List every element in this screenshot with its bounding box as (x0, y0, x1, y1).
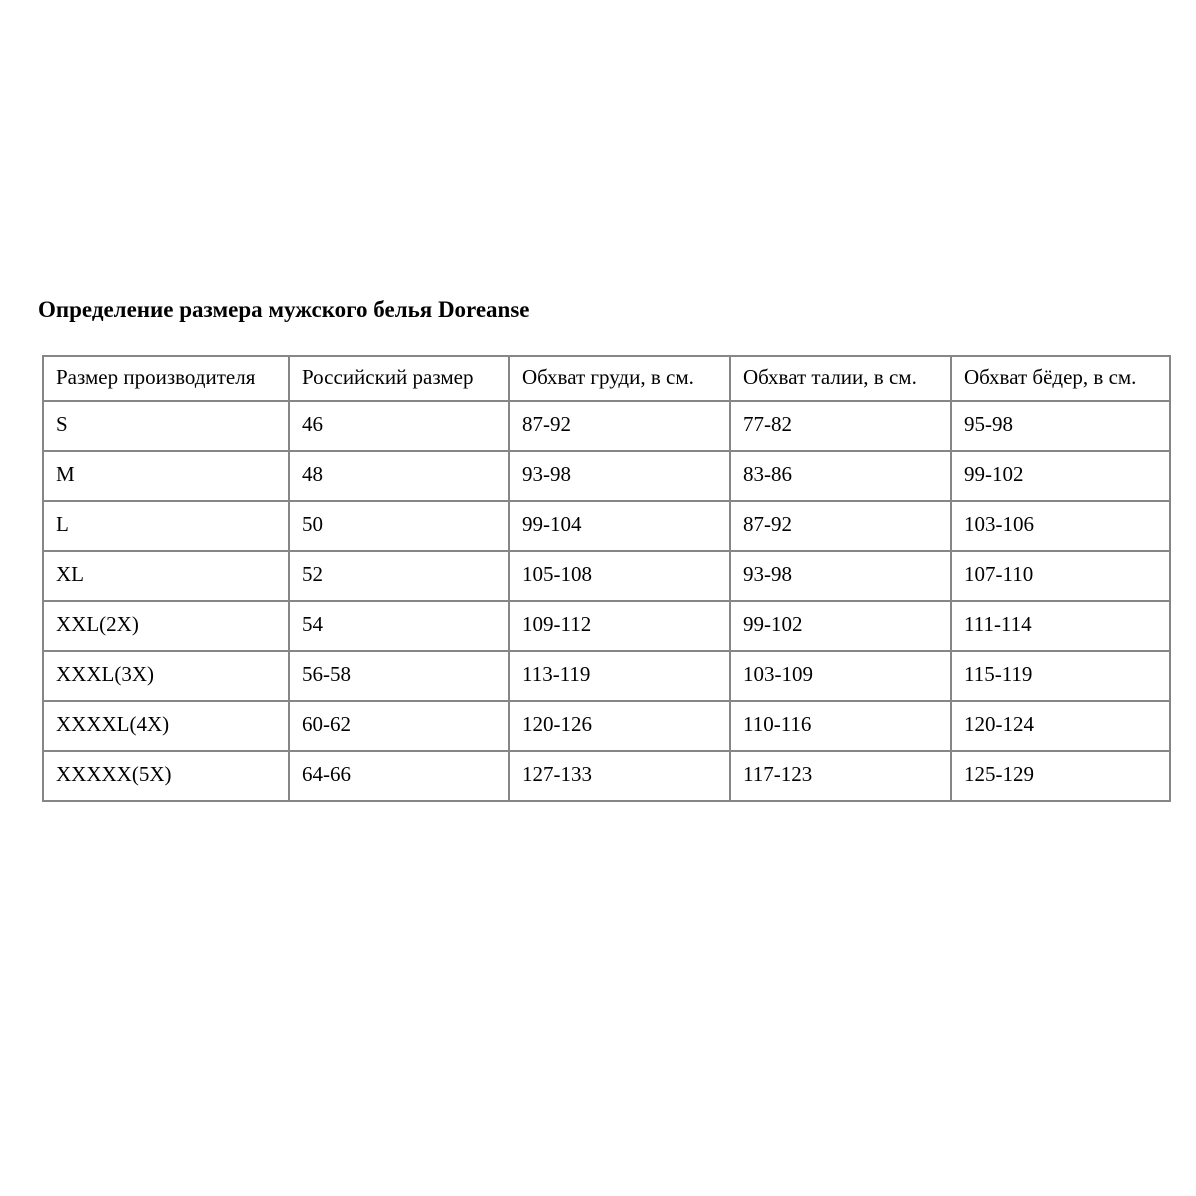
table-cell: 99-104 (508, 500, 731, 552)
column-header: Обхват груди, в см. (508, 355, 731, 402)
table-cell: 46 (288, 400, 510, 452)
table-row: L 50 99-104 87-92 103-106 (42, 500, 1171, 552)
table-cell: 93-98 (508, 450, 731, 502)
table-cell: 111-114 (950, 600, 1171, 652)
table-row: M 48 93-98 83-86 99-102 (42, 450, 1171, 502)
column-header: Размер производителя (42, 355, 290, 402)
table-cell: 99-102 (950, 450, 1171, 502)
table-cell: XXXL(3X) (42, 650, 290, 702)
table-cell: 105-108 (508, 550, 731, 602)
table-cell: L (42, 500, 290, 552)
column-header: Обхват бёдер, в см. (950, 355, 1171, 402)
column-header: Обхват талии, в см. (729, 355, 952, 402)
table-cell: 107-110 (950, 550, 1171, 602)
table-cell: 127-133 (508, 750, 731, 802)
table-cell: 109-112 (508, 600, 731, 652)
table-cell: 120-126 (508, 700, 731, 752)
table-cell: 115-119 (950, 650, 1171, 702)
table-cell: M (42, 450, 290, 502)
table-cell: 87-92 (508, 400, 731, 452)
table-row: S 46 87-92 77-82 95-98 (42, 400, 1171, 452)
table-row: XL 52 105-108 93-98 107-110 (42, 550, 1171, 602)
table-cell: XXXXL(4X) (42, 700, 290, 752)
table-cell: 103-106 (950, 500, 1171, 552)
table-cell: 56-58 (288, 650, 510, 702)
table-row: XXL(2X) 54 109-112 99-102 111-114 (42, 600, 1171, 652)
size-table-head: Размер производителя Российский размер Обх… (42, 355, 1171, 402)
table-cell: 93-98 (729, 550, 952, 602)
table-cell: 77-82 (729, 400, 952, 452)
table-cell: 113-119 (508, 650, 731, 702)
table-row: XXXL(3X) 56-58 113-119 103-109 115-119 (42, 650, 1171, 702)
size-table: Размер производителя Российский размер Обх… (42, 355, 1171, 802)
table-cell: XL (42, 550, 290, 602)
table-row: XXXXX(5X) 64-66 127-133 117-123 125-129 (42, 750, 1171, 802)
table-cell: 117-123 (729, 750, 952, 802)
table-cell: S (42, 400, 290, 452)
table-row: XXXXL(4X) 60-62 120-126 110-116 120-124 (42, 700, 1171, 752)
table-cell: 103-109 (729, 650, 952, 702)
table-cell: 50 (288, 500, 510, 552)
size-table-body: S 46 87-92 77-82 95-98 M 48 93-98 83-86 99-102 L 50… (42, 400, 1171, 802)
table-cell: 64-66 (288, 750, 510, 802)
table-cell: 60-62 (288, 700, 510, 752)
table-cell: XXXXX(5X) (42, 750, 290, 802)
table-cell: 54 (288, 600, 510, 652)
table-cell: 110-116 (729, 700, 952, 752)
table-header-row: Размер производителя Российский размер Обх… (42, 355, 1171, 402)
table-cell: 48 (288, 450, 510, 502)
table-cell: 83-86 (729, 450, 952, 502)
column-header: Российский размер (288, 355, 510, 402)
table-cell: XXL(2X) (42, 600, 290, 652)
table-cell: 87-92 (729, 500, 952, 552)
table-cell: 125-129 (950, 750, 1171, 802)
table-cell: 95-98 (950, 400, 1171, 452)
page-title: Определение размера мужского белья Dorea… (38, 297, 530, 322)
table-cell: 120-124 (950, 700, 1171, 752)
table-cell: 52 (288, 550, 510, 602)
table-cell: 99-102 (729, 600, 952, 652)
